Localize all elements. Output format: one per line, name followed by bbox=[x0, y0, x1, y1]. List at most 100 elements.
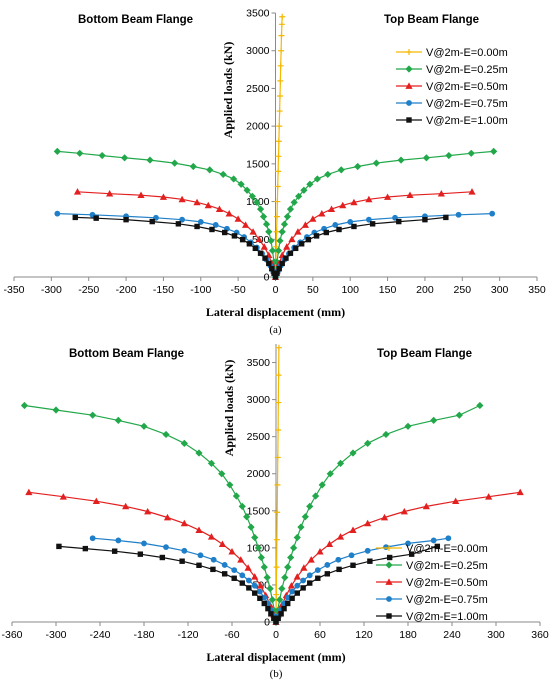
chart-a-point bbox=[274, 247, 283, 255]
chart-a-x-tick-label: -50 bbox=[231, 284, 246, 296]
chart-b-point bbox=[293, 533, 301, 542]
chart-b-point bbox=[300, 585, 306, 591]
chart-b-point bbox=[297, 523, 305, 531]
chart-b-point bbox=[301, 513, 309, 521]
chart-a-point bbox=[266, 260, 272, 267]
chart-b-point bbox=[300, 577, 307, 584]
chart-b-point bbox=[82, 545, 89, 552]
chart-a-left-title: Bottom Beam Flange bbox=[78, 14, 193, 26]
chart-b-point bbox=[163, 544, 169, 551]
chart-a-x-tick-label: 250 bbox=[454, 284, 472, 296]
chart-a-x-axis-title: Lateral displacement (mm) bbox=[206, 305, 345, 319]
chart-b-point bbox=[452, 497, 460, 505]
chart-b-legend-marker bbox=[385, 561, 393, 569]
chart-b-point bbox=[294, 582, 301, 589]
chart-b-point bbox=[261, 600, 267, 607]
chart-b-point bbox=[245, 577, 252, 584]
chart-a-point bbox=[292, 245, 299, 252]
chart-b-point bbox=[335, 556, 342, 563]
chart-b-point bbox=[285, 600, 291, 607]
chart-a-series-line-4 bbox=[75, 216, 446, 279]
chart-b-point bbox=[349, 526, 357, 533]
chart-a-legend-marker bbox=[406, 117, 412, 123]
chart-a-point bbox=[230, 175, 238, 183]
chart-b-y-tick-label: 0 bbox=[264, 617, 270, 629]
chart-a-point bbox=[204, 201, 212, 209]
chart-b-point bbox=[278, 585, 286, 593]
chart-b-legend-entry: V@2m-E=0.00m bbox=[376, 543, 488, 555]
chart-b-x-tick-label: -180 bbox=[133, 629, 154, 641]
chart-b-point bbox=[300, 564, 308, 571]
chart-a-point bbox=[262, 220, 271, 228]
chart-b-point bbox=[137, 551, 144, 557]
chart-b-point bbox=[380, 513, 389, 521]
chart-b-point bbox=[92, 497, 100, 505]
chart-a-right-title: Top Beam Flange bbox=[384, 14, 479, 26]
chart-b-point bbox=[350, 562, 356, 568]
chart-b-point bbox=[56, 543, 62, 550]
chart-a-point bbox=[253, 198, 261, 206]
chart-a-point bbox=[262, 255, 268, 261]
chart-b-point bbox=[207, 533, 216, 540]
chart-b-point bbox=[281, 573, 289, 582]
chart-b-point bbox=[111, 548, 118, 554]
chart-b-point bbox=[275, 399, 282, 406]
chart-a-point bbox=[278, 21, 285, 28]
chart-b-point bbox=[293, 573, 301, 580]
chart-b-legend-entry: V@2m-E=1.00m bbox=[376, 611, 488, 623]
chart-a-y-tick-label: 0 bbox=[264, 272, 270, 284]
chart-a-point bbox=[269, 266, 275, 272]
chart-a-y-tick-label: 3500 bbox=[246, 8, 270, 20]
chart-a-legend-label: V@2m-E=0.25m bbox=[426, 64, 508, 76]
chart-b-svg: -360 -300 -240 -180 -120 -60 0 60 120 180 240 300 36… bbox=[1, 344, 549, 680]
chart-b-point bbox=[197, 552, 204, 559]
chart-b-point bbox=[276, 596, 284, 604]
chart-a-point bbox=[406, 191, 414, 199]
chart-b-point bbox=[268, 596, 276, 604]
chart-b-point bbox=[231, 567, 238, 574]
chart-a-legend-entry: V@2m-E=1.00m bbox=[396, 115, 508, 127]
chart-a-point bbox=[350, 198, 358, 206]
chart-a-point bbox=[332, 222, 339, 228]
chart-b-point bbox=[252, 590, 258, 596]
chart-a-point bbox=[324, 170, 332, 179]
chart-b-point bbox=[273, 591, 280, 598]
chart-b-y-axis-title: Applied loads (kN) bbox=[222, 360, 236, 457]
chart-b-series-line-4 bbox=[58, 545, 438, 624]
chart-b-point bbox=[400, 507, 408, 515]
chart-a-x-tick-label: 150 bbox=[379, 284, 397, 296]
chart-b-legend-marker bbox=[385, 578, 393, 585]
chart-b-x-tick-label: 360 bbox=[531, 629, 549, 641]
chart-a-point bbox=[437, 190, 445, 197]
chart-b-point bbox=[367, 558, 373, 564]
chart-a-point bbox=[53, 147, 61, 156]
chart-b-point bbox=[226, 481, 234, 489]
chart-a-point bbox=[243, 186, 251, 194]
chart-a-point bbox=[305, 236, 312, 243]
chart-a-point bbox=[274, 183, 281, 190]
chart-b-point bbox=[239, 580, 245, 586]
chart-a-point bbox=[309, 215, 317, 222]
chart-a-point bbox=[260, 243, 268, 250]
chart-b-point bbox=[422, 502, 430, 510]
chart-a-point bbox=[206, 166, 214, 174]
chart-a-point bbox=[149, 218, 155, 225]
chart-a-point bbox=[467, 149, 475, 157]
chart-a-point bbox=[272, 274, 279, 280]
chart-b-point bbox=[364, 519, 372, 527]
chart-a-point bbox=[271, 270, 277, 276]
chart-b-point bbox=[516, 488, 524, 496]
chart-a-point bbox=[279, 13, 286, 20]
chart-a-point bbox=[275, 138, 282, 145]
chart-a-point bbox=[290, 198, 298, 206]
chart-a-point bbox=[422, 216, 428, 223]
chart-b-point bbox=[25, 488, 33, 496]
chart-a-point bbox=[443, 214, 449, 221]
chart-a-legend-entry: V@2m-E=0.25m bbox=[396, 64, 508, 76]
chart-b-y-tick-label: 2000 bbox=[247, 468, 271, 480]
chart-a-point bbox=[274, 270, 280, 276]
chart-b-point bbox=[455, 411, 463, 419]
chart-b-x-tick-label: 0 bbox=[273, 629, 279, 641]
chart-a-x-tick-label: -100 bbox=[190, 284, 211, 296]
chart-b-y-tick-label: 1500 bbox=[247, 505, 271, 517]
